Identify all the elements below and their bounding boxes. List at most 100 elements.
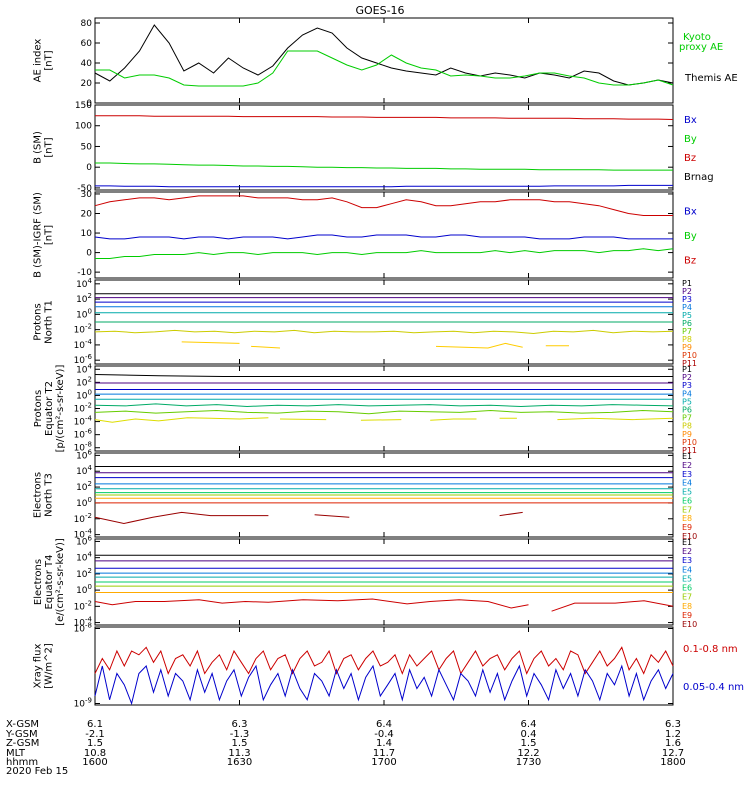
legend-entry: E3 — [682, 470, 692, 479]
series-segment — [551, 600, 674, 612]
legend-entry: proxy AE — [679, 42, 723, 53]
y-tick-label: 40 — [81, 59, 93, 69]
y-tick-label: 102 — [76, 292, 92, 305]
legend-entry: P7 — [682, 414, 692, 423]
y-axis-label: Protons — [33, 303, 44, 340]
y-axis-label: Electrons — [33, 559, 44, 605]
footer-value: 12.7 — [662, 748, 684, 759]
series-line — [95, 248, 674, 259]
y-tick-label: 10-4 — [74, 338, 93, 351]
y-tick-label: 102 — [76, 567, 92, 580]
footer-row-label: hhmm — [6, 757, 38, 768]
legend-entry: E6 — [682, 496, 692, 505]
footer-row-label: Z-GSM — [6, 738, 39, 749]
series-segment — [557, 417, 674, 421]
series-line — [94, 195, 673, 216]
y-tick-label: 106 — [76, 448, 92, 461]
footer-value: 1730 — [516, 757, 541, 768]
footer-value: 6.1 — [87, 719, 103, 730]
series-line — [94, 24, 674, 86]
series-p7 — [94, 409, 674, 415]
series-p8 — [181, 341, 569, 349]
legend-entry: E4 — [682, 479, 692, 488]
y-axis-label: B (SM)-IGRF (SM) — [33, 192, 44, 278]
series-line — [95, 115, 674, 120]
y-tick-label: 100 — [75, 122, 92, 132]
footer-value: 12.2 — [517, 748, 539, 759]
legend-entry: E9 — [682, 611, 692, 620]
y-tick-label: 30 — [81, 190, 93, 200]
legend-entry: P5 — [682, 397, 692, 406]
legend-entry: E7 — [682, 505, 692, 514]
y-tick-label: 10-2 — [74, 402, 92, 415]
footer-value: 10.8 — [84, 748, 106, 759]
legend-entry: P11 — [682, 359, 697, 368]
legend-entry: P6 — [682, 319, 692, 328]
legend-entry: E3 — [682, 556, 692, 565]
legend-entry: E5 — [682, 574, 692, 583]
y-tick-label: 10-2 — [74, 323, 92, 336]
series-p8 — [94, 417, 674, 423]
legend-entry: E4 — [682, 565, 692, 574]
series-0-1-0-8-nm — [94, 646, 674, 675]
legend-entry: P4 — [682, 389, 692, 398]
footer-row-label: Y-GSM — [5, 729, 38, 740]
footer-value: -1.3 — [230, 729, 250, 740]
y-axis-label: Equator T4 — [44, 555, 55, 610]
footer-value: 1.5 — [232, 738, 248, 749]
footer-value: 1800 — [660, 757, 685, 768]
series-segment — [279, 418, 327, 421]
legend-entry: E1 — [682, 452, 692, 461]
y-axis-label: [W/m^2] — [44, 643, 55, 689]
series-line — [94, 329, 674, 335]
legend-entry: P1 — [682, 279, 692, 288]
legend-entry: P3 — [682, 381, 692, 390]
chart-title: GOES-16 — [355, 4, 404, 17]
y-tick-label: -50 — [77, 184, 92, 194]
legend-entry: 0.05-0.4 nm — [683, 682, 744, 693]
series-segment — [181, 341, 240, 344]
y-tick-label: 0 — [86, 249, 92, 259]
y-tick-label: 10-8 — [74, 622, 92, 635]
y-axis-label: [p/(cm²-s-sr-keV)] — [55, 365, 66, 453]
legend-entry: P6 — [682, 406, 692, 415]
legend-entry: E10 — [682, 532, 697, 541]
footer-value: 1.5 — [87, 738, 103, 749]
series-line — [94, 646, 674, 675]
legend-entry: E2 — [682, 461, 692, 470]
legend-entry: P10 — [682, 438, 697, 447]
series-segment — [360, 419, 402, 421]
y-tick-label: 104 — [76, 464, 92, 477]
footer-value: 6.4 — [376, 719, 392, 730]
footer-value: -2.1 — [85, 729, 105, 740]
y-tick-label: 10-4 — [74, 528, 93, 541]
series-p1 — [94, 374, 673, 377]
series-line — [94, 403, 674, 408]
y-tick-label: 0 — [86, 99, 92, 109]
legend-entry: P1 — [682, 365, 692, 374]
y-axis-label: AE index — [33, 39, 44, 83]
y-tick-label: 0 — [86, 163, 92, 173]
footer-row-label: 2020 Feb 15 — [6, 766, 68, 777]
series-themis-ae — [94, 24, 674, 86]
panel-2: 150 100 50 0 -50 B (SM) [nT] Bx By Bz Brnag — [33, 101, 714, 194]
y-axis-label: B (SM) — [33, 131, 44, 164]
series-line — [94, 664, 674, 706]
y-tick-label: 10-8 — [74, 441, 92, 454]
legend-entry: P5 — [682, 311, 692, 320]
legend-entry: Bx — [684, 115, 697, 126]
legend-entry: Bz — [684, 153, 696, 164]
legend-entry: P3 — [682, 295, 692, 304]
legend-entry: Brnag — [684, 172, 714, 183]
panel-8: 10-8 10-9 Xray flux [W/m^2] 0.1-0.8 nm 0.05-0… — [33, 622, 745, 710]
y-axis-label: Electrons — [33, 472, 44, 518]
y-tick-label: 100 — [76, 496, 92, 509]
y-tick-label: 10-4 — [74, 616, 93, 629]
series-by — [95, 162, 673, 171]
y-tick-label: -10 — [77, 268, 92, 278]
series-e10 — [94, 511, 523, 525]
footer-value: 11.3 — [228, 748, 250, 759]
